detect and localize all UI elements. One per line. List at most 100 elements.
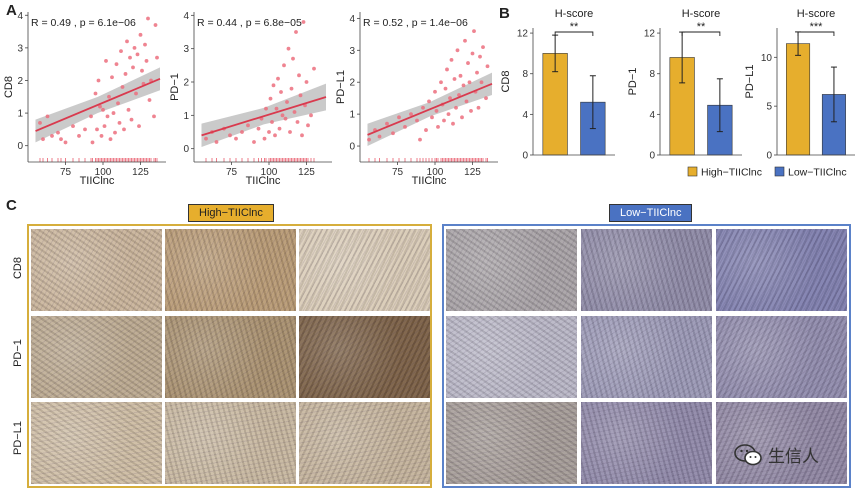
scatter-point: [240, 130, 244, 134]
scatter-point: [268, 96, 273, 101]
scatter-point: [45, 114, 50, 119]
scatter-point: [122, 127, 126, 132]
scatter-point: [445, 67, 449, 72]
scatter-point: [418, 137, 422, 142]
scatter-point: [467, 80, 472, 85]
low-group-frame: [442, 224, 851, 488]
y-tick-label: 4: [649, 110, 655, 121]
scatter-point: [146, 16, 150, 21]
scatter-point: [282, 63, 286, 68]
scatter-point: [451, 121, 455, 126]
scatter-point: [50, 134, 54, 138]
y-tick-label: 4: [522, 110, 528, 121]
scatter-point: [93, 91, 98, 96]
scatter-point: [289, 86, 294, 91]
ihc-image-high-r1-c1: [31, 229, 162, 311]
scatter-point: [129, 117, 134, 122]
scatter-point: [98, 104, 102, 109]
scatter-point: [403, 124, 407, 129]
significance-bracket: [797, 31, 835, 36]
scatter-point: [270, 120, 274, 124]
scatter-point: [446, 112, 451, 117]
scatter-point: [470, 51, 475, 56]
y-tick-label: 5: [766, 102, 772, 113]
scatter-point: [443, 86, 448, 91]
panel-a-letter: A: [6, 2, 17, 19]
scatter-point: [262, 136, 267, 141]
scatter-point: [304, 80, 309, 84]
scatter-point: [153, 23, 158, 27]
scatter-point: [144, 59, 149, 63]
ihc-image-high-r2-c3: [299, 316, 430, 398]
scatter-point: [214, 140, 219, 144]
scatter-point: [89, 114, 93, 119]
scatter-point: [90, 140, 95, 145]
scatter-point: [108, 137, 113, 142]
scatter-point: [111, 111, 116, 115]
ihc-image-low-r1-c3: [716, 229, 847, 311]
scatter-point: [286, 46, 291, 51]
scatter-point: [458, 73, 463, 78]
legend: High−TIIClnc Low−TIIClnc: [687, 167, 847, 179]
scatter-point: [288, 130, 292, 134]
y-axis-label: PD−1: [627, 68, 639, 96]
scatter-point: [125, 39, 129, 44]
scatter-point: [280, 113, 285, 118]
panel-c-letter: C: [6, 197, 17, 214]
scatter-point: [128, 55, 132, 60]
scatter-point: [455, 48, 460, 53]
scatter-point: [469, 109, 473, 113]
bar-panel: 0 5 10 ***H-score PD−L1: [744, 8, 855, 162]
scatter-point: [107, 94, 111, 99]
x-axis-label: TIIClnc: [412, 175, 447, 187]
scatter-point: [279, 90, 283, 94]
scatter-point: [276, 76, 280, 81]
scatter-point: [83, 127, 87, 132]
scatter-point: [294, 30, 298, 34]
y-axis-label: CD8: [500, 70, 512, 92]
scatter-point: [448, 96, 452, 101]
scatter-point: [63, 140, 68, 145]
scatter-point: [430, 115, 434, 120]
scatter-panel: 0 1 2 3 4 75 100 125 TIIClnc PD−L1 R = 0.52 , p = …: [335, 12, 498, 187]
high-group-label: High−TIIClnc: [188, 204, 274, 222]
scatter-point: [475, 70, 479, 75]
ihc-image-high-r3-c3: [299, 402, 430, 484]
scatter-point: [271, 83, 276, 88]
ihc-image-low-r2-c2: [581, 316, 712, 398]
scatter-point: [301, 20, 306, 24]
scatter-point: [114, 62, 119, 67]
scatter-point: [204, 136, 208, 141]
scatter-point: [264, 106, 268, 111]
scatter-point: [485, 64, 490, 69]
scatter-point: [105, 114, 110, 119]
scatter-point: [152, 114, 156, 119]
x-tick-label: 125: [298, 167, 315, 178]
scatter-point: [436, 124, 440, 129]
y-tick-label: 0: [766, 151, 772, 162]
scatter-point: [466, 61, 470, 65]
scatter-point: [292, 110, 297, 114]
scatter-point: [140, 68, 144, 73]
x-tick-label: 125: [464, 167, 481, 178]
scatter-point: [283, 116, 288, 121]
scatter-point: [155, 55, 159, 60]
scatter-point: [135, 52, 140, 57]
y-axis-label: PD−L1: [335, 70, 347, 104]
x-tick-label: 100: [427, 167, 444, 178]
y-tick-label: 4: [349, 14, 355, 25]
y-axis-label: CD8: [3, 76, 15, 98]
significance-bracket: [681, 31, 721, 36]
x-axis-label: TIIClnc: [80, 175, 115, 187]
y-tick-label: 4: [183, 11, 189, 22]
scatter-point: [228, 133, 232, 138]
scatter-point: [377, 134, 382, 139]
scatter-point: [306, 123, 310, 128]
scatter-point: [309, 113, 313, 118]
scatter-point: [484, 96, 488, 101]
scatter-point: [59, 137, 63, 142]
bar-charts: 04812**H-scoreCD804812**H-scorePD−10510*…: [500, 8, 855, 179]
regression-line: [35, 78, 161, 132]
scatter-point: [295, 120, 300, 124]
